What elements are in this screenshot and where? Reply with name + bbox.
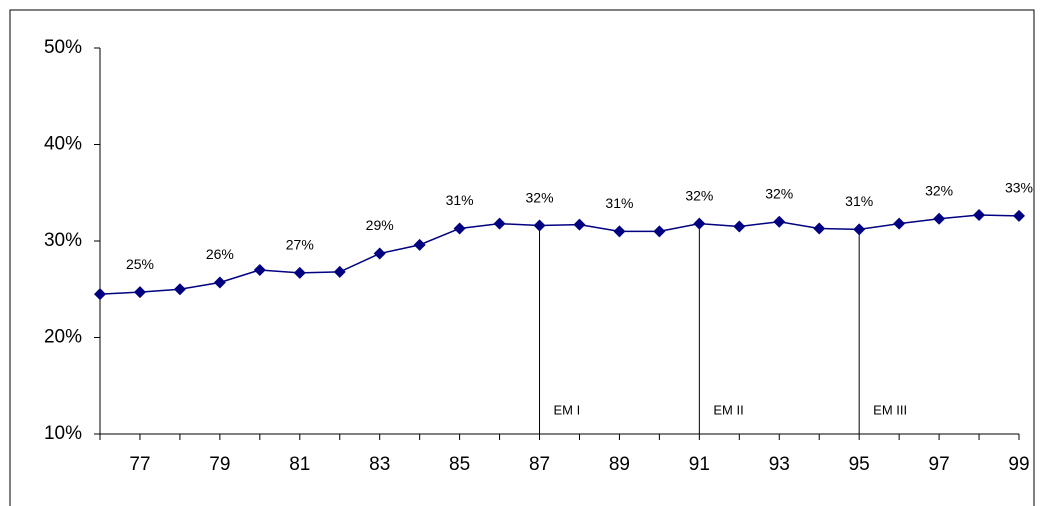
data-label: 32% [765, 185, 793, 201]
x-tick-label: 93 [769, 454, 790, 475]
data-point [933, 212, 946, 225]
data-point [293, 266, 306, 279]
x-tick-label: 91 [689, 454, 710, 475]
x-tick-label: 95 [849, 454, 870, 475]
data-label: 32% [925, 183, 953, 199]
x-tick-label: 77 [129, 454, 150, 475]
chart-frame [9, 9, 1035, 506]
x-tick-label: 85 [449, 454, 470, 475]
annotation-label: EM III [873, 402, 907, 417]
data-point [413, 238, 426, 251]
data-label: 31% [446, 192, 474, 208]
data-point [813, 222, 826, 235]
x-tick-label: 99 [1008, 454, 1029, 475]
x-tick-label: 83 [369, 454, 390, 475]
data-point [133, 286, 146, 299]
data-label: 31% [845, 193, 873, 209]
data-point [213, 276, 226, 289]
data-point [653, 225, 666, 238]
data-point [773, 215, 786, 228]
data-point [333, 265, 346, 278]
data-point [94, 288, 106, 301]
data-label: 32% [526, 189, 554, 205]
data-label: 26% [206, 246, 234, 262]
y-tick-label: 10% [44, 423, 82, 444]
data-point [173, 283, 186, 296]
data-point [493, 217, 506, 230]
data-point [253, 263, 266, 276]
data-point [533, 219, 546, 232]
data-point [733, 220, 746, 233]
data-label: 29% [366, 217, 394, 233]
x-tick-label: 87 [529, 454, 550, 475]
x-tick-label: 81 [289, 454, 310, 475]
y-tick-label: 20% [44, 327, 82, 348]
x-tick-label: 89 [609, 454, 630, 475]
data-label: 25% [126, 256, 154, 272]
series-line [99, 214, 1020, 295]
annotation-label: EM I [554, 402, 581, 417]
data-point [693, 217, 706, 230]
data-point [373, 247, 386, 260]
data-label: 27% [286, 237, 314, 253]
data-label: 33% [1005, 180, 1033, 196]
y-tick-label: 50% [44, 37, 82, 58]
x-tick-label: 97 [929, 454, 950, 475]
data-label: 32% [685, 187, 713, 203]
annotation-label: EM II [713, 402, 743, 417]
data-point [573, 218, 586, 231]
data-point [613, 225, 626, 238]
x-tick-label: 79 [209, 454, 230, 475]
y-tick-label: 30% [44, 230, 82, 251]
data-point [453, 222, 466, 235]
data-point [853, 223, 866, 236]
y-tick-label: 40% [44, 134, 82, 155]
data-point [973, 208, 986, 221]
data-point [1013, 209, 1025, 222]
data-point [893, 217, 906, 230]
data-label: 31% [605, 195, 633, 211]
